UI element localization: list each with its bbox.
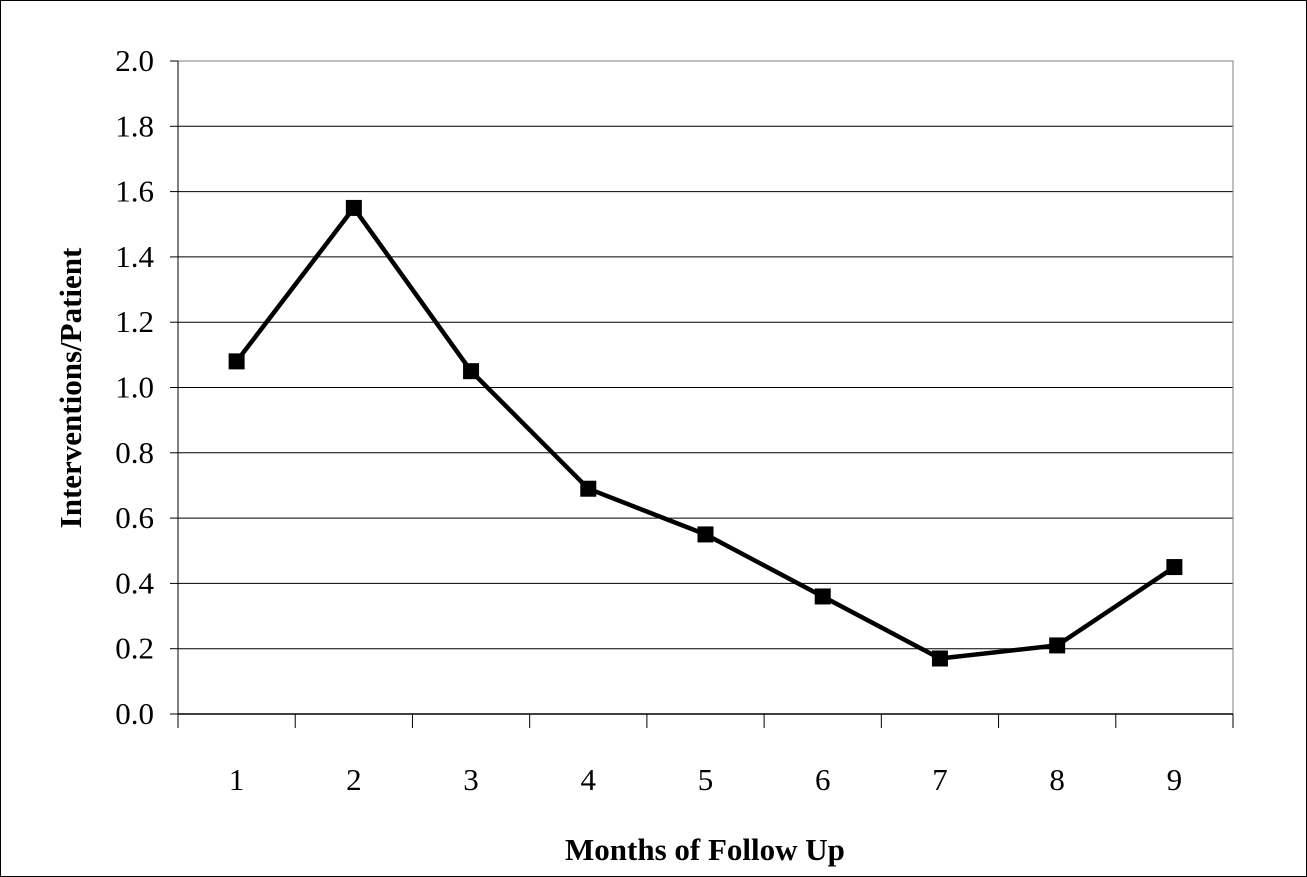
x-tick-labels: 1 2 3 4 5 6 7 8 9 (229, 762, 1182, 797)
x-tick-label: 4 (581, 762, 597, 797)
y-tick-label: 0.6 (115, 500, 154, 535)
data-point (463, 363, 480, 380)
data-point (1166, 559, 1183, 576)
y-tick-label: 2.0 (115, 43, 154, 78)
y-tick-label: 0.2 (115, 631, 154, 666)
x-tick-label: 2 (346, 762, 362, 797)
y-tick-labels: 0.0 0.2 0.4 0.6 0.8 1.0 1.2 1.4 1.6 1.8 2.0 (115, 43, 154, 731)
y-axis-title: Interventions/Patient (53, 247, 88, 528)
data-point (697, 526, 714, 543)
x-tick-label: 1 (229, 762, 245, 797)
x-tick-label: 5 (698, 762, 714, 797)
data-point (931, 650, 948, 667)
x-tick-label: 6 (815, 762, 831, 797)
x-tick-label: 8 (1049, 762, 1065, 797)
data-point (1049, 637, 1066, 654)
x-tick-label: 9 (1167, 762, 1183, 797)
y-tick-label: 1.8 (115, 108, 154, 143)
data-point (814, 588, 831, 605)
y-tick-label: 0.8 (115, 435, 154, 470)
x-axis-title: Months of Follow Up (565, 832, 845, 867)
y-tick-label: 1.6 (115, 174, 154, 209)
data-point (345, 199, 362, 216)
y-tick-label: 0.0 (115, 696, 154, 731)
data-point (228, 353, 245, 370)
y-tick-label: 1.4 (115, 239, 154, 274)
x-tick-label: 7 (932, 762, 948, 797)
y-tick-label: 1.2 (115, 304, 154, 339)
axes (170, 60, 1234, 728)
series (228, 199, 1183, 667)
y-tick-label: 1.0 (115, 370, 154, 405)
x-tick-label: 3 (463, 762, 479, 797)
data-point (580, 480, 597, 497)
y-tick-label: 0.4 (115, 565, 154, 600)
